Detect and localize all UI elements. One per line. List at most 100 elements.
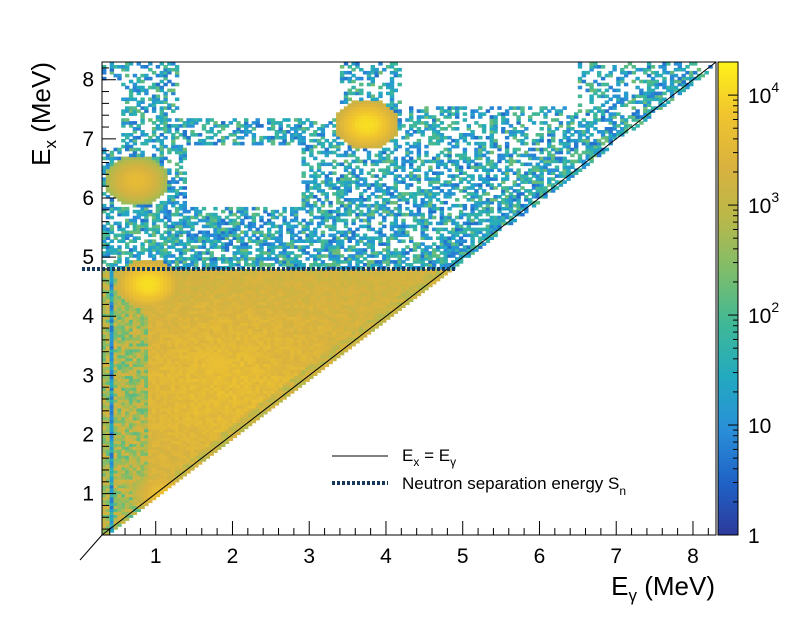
heatmap-cell [194, 133, 199, 137]
heatmap-cell [140, 260, 145, 264]
heatmap-cell [109, 336, 115, 341]
heatmap-cell [117, 348, 122, 353]
heatmap-cell [186, 257, 191, 261]
heatmap-cell [102, 357, 107, 362]
heatmap-cell [121, 328, 126, 332]
heatmap-cell [102, 251, 107, 255]
heatmap-cell [171, 195, 176, 199]
heatmap-cell [228, 121, 233, 125]
heatmap-cell [132, 461, 138, 465]
heatmap-cell [125, 372, 130, 376]
heatmap-cell [286, 130, 291, 134]
heatmap-cell [128, 502, 134, 507]
heatmap-cell [136, 209, 141, 214]
heatmap-cell [109, 434, 115, 439]
heatmap-cell [113, 156, 118, 161]
heatmap-cell [125, 177, 130, 181]
heatmap-cell [132, 342, 138, 347]
heatmap-cell [301, 218, 306, 223]
heatmap-cell [117, 369, 122, 374]
heatmap-cell [121, 325, 126, 329]
heatmap-cell [293, 233, 299, 238]
heatmap-cell [109, 378, 115, 382]
heatmap-cell [228, 257, 233, 261]
heatmap-cell [121, 186, 126, 190]
heatmap-cell [117, 198, 122, 202]
heatmap-cell [125, 310, 130, 314]
heatmap-cell [121, 307, 126, 311]
heatmap-cell [128, 319, 134, 323]
heatmap-cell [309, 203, 314, 208]
heatmap-cell [125, 162, 130, 167]
heatmap-cell [105, 378, 111, 382]
heatmap-cell [128, 387, 134, 391]
heatmap-cell [128, 289, 134, 294]
heatmap-cell [128, 455, 134, 459]
heatmap-cell [174, 135, 180, 140]
heatmap-cell [113, 192, 118, 196]
heatmap-cell [121, 109, 126, 113]
heatmap-cell [132, 277, 138, 282]
heatmap-cell [132, 322, 138, 326]
heatmap-cell [117, 437, 122, 441]
heatmap-cell [205, 135, 210, 140]
heatmap-cell [178, 218, 184, 223]
heatmap-cell [121, 508, 126, 512]
heatmap-cell [109, 301, 115, 306]
heatmap-cell [182, 186, 187, 190]
heatmap-cell [105, 351, 111, 356]
heatmap-cell [121, 233, 126, 238]
heatmap-cell [121, 345, 126, 350]
heatmap-cell [109, 404, 115, 409]
heatmap-cell [251, 230, 257, 235]
heatmap-cell [125, 295, 130, 300]
heatmap-cell [113, 514, 118, 518]
heatmap-cell [117, 425, 122, 430]
heatmap-cell [102, 390, 107, 394]
heatmap-cell [117, 431, 122, 436]
heatmap-cell [109, 431, 115, 436]
heatmap-cell [109, 65, 115, 69]
heatmap-cell [121, 357, 126, 362]
heatmap-cell [128, 233, 134, 238]
heatmap-cell [102, 348, 107, 353]
heatmap-cell [128, 298, 134, 303]
heatmap-cell [163, 82, 168, 87]
heatmap-cell [128, 183, 134, 187]
heatmap-cell [113, 73, 118, 78]
heatmap-cell [132, 307, 138, 311]
heatmap-cell [105, 490, 111, 495]
heatmap-cell [102, 487, 107, 492]
heatmap-cell [186, 215, 191, 220]
heatmap-cell [132, 511, 138, 515]
heatmap-cell [128, 514, 134, 518]
heatmap-cell [163, 112, 168, 116]
heatmap-cell [132, 150, 138, 155]
heatmap-cell [251, 212, 257, 217]
heatmap-cell [102, 245, 107, 249]
heatmap-cell [125, 390, 130, 394]
heatmap-cell [125, 147, 130, 152]
heatmap-cell [121, 336, 126, 341]
heatmap-cell [113, 393, 118, 397]
heatmap-cell [128, 106, 134, 110]
heatmap-cell [171, 177, 176, 181]
heatmap-cell [128, 195, 134, 199]
heatmap-cell [102, 168, 107, 172]
heatmap-cell [105, 419, 111, 424]
heatmap-cell [128, 402, 134, 406]
heatmap-cell [171, 260, 176, 264]
heatmap-cell [128, 461, 134, 465]
heatmap-cell [205, 257, 210, 261]
heatmap-cell [105, 322, 111, 326]
heatmap-cell [128, 369, 134, 374]
heatmap-cell [251, 121, 257, 125]
heatmap-cell [117, 227, 122, 232]
heatmap-cell [102, 322, 107, 326]
heatmap-cell [128, 260, 134, 264]
heatmap-cell [132, 434, 138, 439]
heatmap-cell [113, 452, 118, 456]
heatmap-cell [267, 135, 272, 140]
heatmap-cell [109, 206, 115, 211]
heatmap-cell [102, 402, 107, 406]
